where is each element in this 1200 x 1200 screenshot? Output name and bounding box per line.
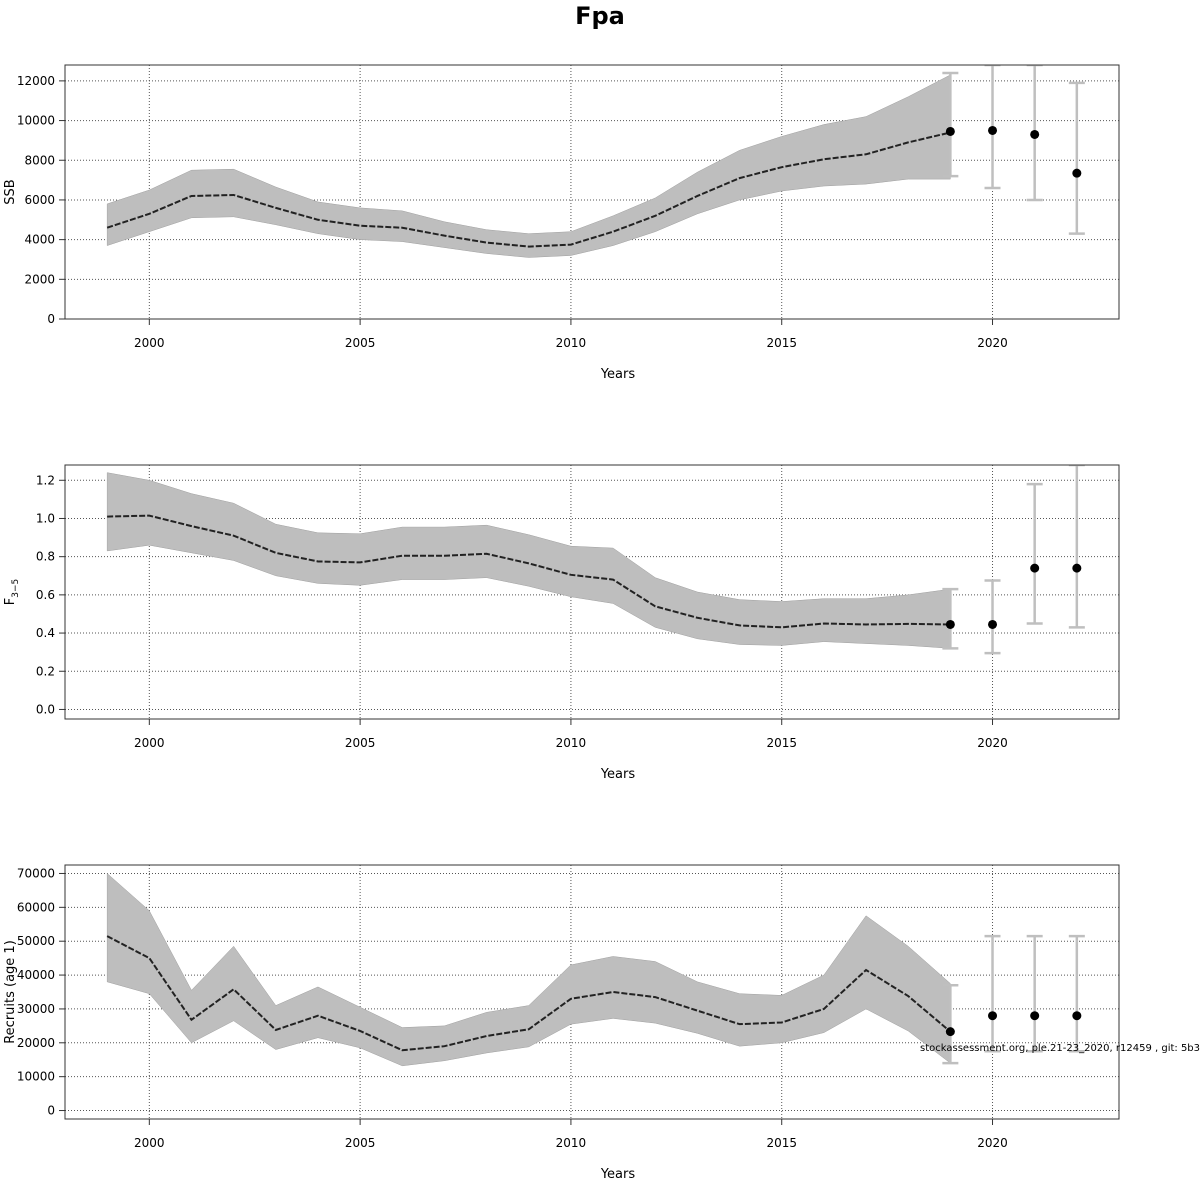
y-tick-label: 0.6 [36,588,55,602]
forecast-point [945,1027,955,1037]
panel-1: 2000 2005 2010 2015 2020 0 2000 4000 6000 8000 100… [3,64,1120,382]
y-tick-label: 6000 [24,193,55,207]
panel-2: 2000 2005 2010 2015 2020 0.0 0.2 0.4 0.6 0.8 1.0 1.… [3,464,1120,782]
x-tick-label: 2020 [977,736,1008,750]
y-tick-label: 1.0 [36,511,55,525]
series-layer [106,65,1085,258]
footnote-text: stockassessment.org, ple.21-23_2020, r12… [920,1043,1200,1054]
x-tick-label: 2015 [766,336,797,350]
y-tick-label: 10000 [17,114,55,128]
forecast-point [988,125,998,135]
plot-frame [64,64,1120,320]
x-tick-label: 2010 [556,736,587,750]
forecast-point [1030,1011,1040,1021]
y-axis-title-sub: 3−5 [11,579,21,598]
y-tick-label: 8000 [24,153,55,167]
x-axis-title: Years [600,1167,636,1182]
x-tick-label: 2005 [345,736,376,750]
x-tick-label: 2015 [766,736,797,750]
y-tick-label: 0.8 [36,550,55,564]
x-tick-label: 2015 [766,1136,797,1150]
y-axis-title: F3−5 [3,579,21,605]
confidence-band [106,74,951,258]
series-layer [106,465,1085,655]
forecast-point [988,619,998,629]
estimate-line [106,131,951,248]
x-tick-label: 2000 [134,736,165,750]
plot-frame [64,864,1120,1120]
forecast-point [945,619,955,629]
y-tick-label: 50000 [17,934,55,948]
forecast-point [1030,129,1040,139]
x-tick-label: 2000 [134,336,165,350]
y-axis-title: SSB [3,179,18,204]
x-axis-title: Years [600,767,636,782]
y-axis-title: Recruits (age 1) [3,940,18,1044]
forecast-point [1072,563,1082,573]
panel-3: 2000 2005 2010 2015 2020 0 10000 20000 30000 4000… [3,864,1120,1182]
y-tick-label: 0 [47,312,55,326]
confidence-band [106,872,951,1067]
y-tick-label: 0.0 [36,702,55,716]
y-tick-label: 1.2 [36,473,55,487]
x-tick-label: 2000 [134,1136,165,1150]
page-title: Fpa [575,2,625,30]
y-tick-label: 30000 [17,1002,55,1016]
y-tick-label: 0.4 [36,626,55,640]
x-tick-label: 2010 [556,336,587,350]
forecast-point [1030,563,1040,573]
estimate-line [107,514,951,629]
y-tick-label: 40000 [17,968,55,982]
series-layer [106,872,1085,1067]
y-tick-label: 4000 [24,233,55,247]
y-tick-label: 60000 [17,900,55,914]
y-tick-label: 12000 [17,74,55,88]
x-tick-label: 2020 [977,1136,1008,1150]
plot-frame [64,464,1120,720]
y-tick-label: 20000 [17,1036,55,1050]
estimate-line [106,935,952,1052]
y-tick-label: 2000 [24,272,55,286]
forecast-point [1072,168,1082,178]
forecast-point [945,126,955,136]
x-tick-label: 2010 [556,1136,587,1150]
y-tick-label: 70000 [17,866,55,880]
x-tick-label: 2020 [977,336,1008,350]
forecast-point [988,1011,998,1021]
x-axis-title: Years [600,367,636,382]
y-tick-label: 0 [47,1104,55,1118]
x-tick-label: 2005 [345,1136,376,1150]
x-tick-label: 2005 [345,336,376,350]
y-axis-title-main: F [3,598,18,605]
confidence-band [106,472,951,649]
y-tick-label: 10000 [17,1070,55,1084]
y-tick-label: 0.2 [36,664,55,678]
forecast-point [1072,1011,1082,1021]
